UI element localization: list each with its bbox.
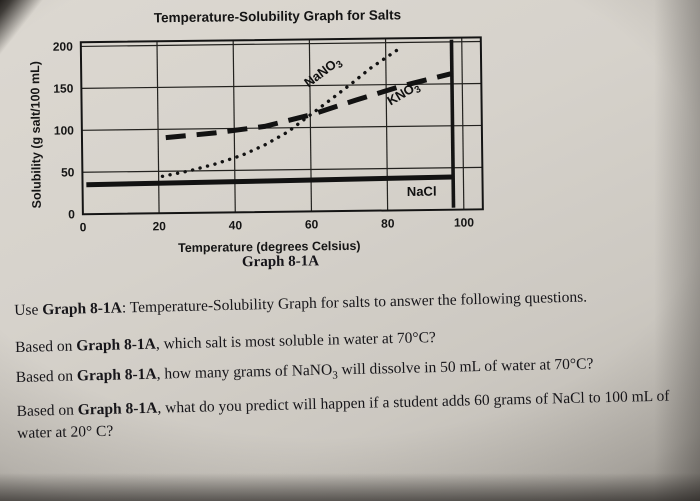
instruction-text: Use Graph 8-1A: Temperature-Solubility G… — [14, 288, 588, 319]
svg-text:Temperature (degrees Celsius): Temperature (degrees Celsius) — [178, 239, 361, 255]
solubility-chart: 0 20 40 60 80 100050100150200NaNO3KNO3NaClTem… — [28, 36, 484, 255]
questions-section: Use Graph 8-1A: Temperature-Solubility G… — [14, 284, 685, 453]
svg-text:150: 150 — [53, 81, 74, 95]
svg-text:200: 200 — [53, 40, 74, 54]
svg-text:NaNO3: NaNO3 — [301, 53, 346, 93]
svg-text:0: 0 — [80, 220, 87, 234]
svg-text:Solubility (g salt/100 mL): Solubility (g salt/100 mL) — [28, 61, 44, 208]
svg-text:80: 80 — [381, 216, 395, 230]
svg-text:50: 50 — [61, 165, 75, 179]
question-2: Based on Graph 8-1A, how many grams of N… — [15, 355, 594, 387]
svg-text:100: 100 — [454, 215, 475, 229]
svg-text:NaCl: NaCl — [407, 184, 437, 199]
svg-text:20: 20 — [152, 219, 166, 233]
svg-text:0: 0 — [68, 207, 75, 221]
svg-text:60: 60 — [305, 217, 319, 231]
question-3: Based on Graph 8-1A, what do you predict… — [16, 387, 670, 442]
svg-text:100: 100 — [54, 123, 75, 137]
svg-text:40: 40 — [229, 218, 243, 232]
chart-block: Temperature-Solubility Graph for Salts 0… — [24, 5, 501, 274]
question-1: Based on Graph 8-1A, which salt is most … — [14, 328, 437, 356]
